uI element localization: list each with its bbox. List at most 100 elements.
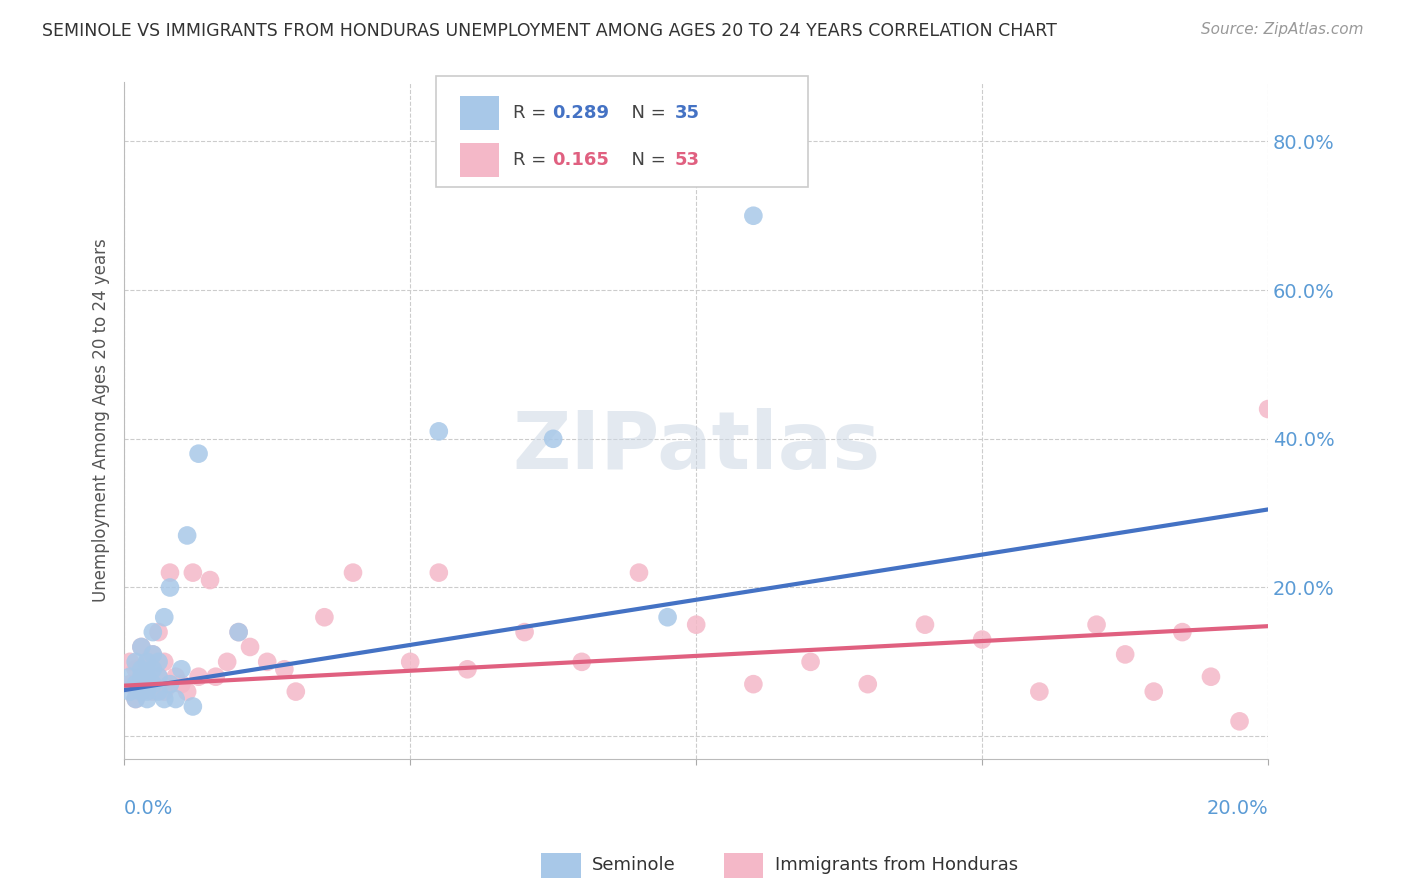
Point bbox=[856, 677, 879, 691]
Point bbox=[159, 677, 181, 691]
Point bbox=[217, 655, 239, 669]
Point bbox=[124, 692, 146, 706]
Point bbox=[136, 692, 159, 706]
Text: 20.0%: 20.0% bbox=[1206, 799, 1268, 818]
Point bbox=[800, 655, 823, 669]
Point bbox=[170, 662, 193, 676]
Point bbox=[165, 692, 187, 706]
Point bbox=[1229, 714, 1251, 729]
Point bbox=[1028, 684, 1050, 698]
Point bbox=[1199, 670, 1222, 684]
Point bbox=[124, 662, 146, 676]
Text: ZIPatlas: ZIPatlas bbox=[512, 409, 880, 486]
Point bbox=[118, 677, 141, 691]
Point bbox=[148, 670, 170, 684]
Point bbox=[1114, 648, 1136, 662]
Point bbox=[153, 655, 176, 669]
Point bbox=[142, 662, 165, 676]
Point bbox=[204, 670, 226, 684]
Point bbox=[148, 625, 170, 640]
Y-axis label: Unemployment Among Ages 20 to 24 years: Unemployment Among Ages 20 to 24 years bbox=[93, 238, 110, 602]
Point bbox=[142, 684, 165, 698]
Point bbox=[118, 684, 141, 698]
Point bbox=[456, 662, 478, 676]
Point bbox=[118, 655, 141, 669]
Point bbox=[142, 662, 165, 676]
Point bbox=[256, 655, 278, 669]
Text: 0.165: 0.165 bbox=[553, 152, 609, 169]
Point bbox=[153, 684, 176, 698]
Point bbox=[914, 617, 936, 632]
Text: 0.0%: 0.0% bbox=[124, 799, 173, 818]
Text: N =: N = bbox=[620, 152, 672, 169]
Point bbox=[124, 655, 146, 669]
Point bbox=[187, 670, 209, 684]
Point bbox=[427, 566, 450, 580]
Point bbox=[142, 677, 165, 691]
Point bbox=[124, 692, 146, 706]
Point bbox=[273, 662, 295, 676]
Point bbox=[1257, 402, 1279, 417]
Point bbox=[742, 677, 765, 691]
Point bbox=[399, 655, 422, 669]
Point bbox=[153, 692, 176, 706]
Point bbox=[1085, 617, 1108, 632]
Point bbox=[136, 670, 159, 684]
Text: R =: R = bbox=[513, 104, 553, 122]
Point bbox=[131, 640, 153, 654]
Point bbox=[159, 677, 181, 691]
Point bbox=[1171, 625, 1194, 640]
Point bbox=[571, 655, 593, 669]
Text: SEMINOLE VS IMMIGRANTS FROM HONDURAS UNEMPLOYMENT AMONG AGES 20 TO 24 YEARS CORR: SEMINOLE VS IMMIGRANTS FROM HONDURAS UNE… bbox=[42, 22, 1057, 40]
Point bbox=[131, 677, 153, 691]
Point bbox=[1143, 684, 1166, 698]
Point bbox=[284, 684, 307, 698]
Point bbox=[131, 670, 153, 684]
Point bbox=[131, 684, 153, 698]
Point bbox=[136, 655, 159, 669]
Text: 35: 35 bbox=[675, 104, 700, 122]
Point bbox=[131, 670, 153, 684]
Point bbox=[198, 573, 221, 587]
Text: 53: 53 bbox=[675, 152, 700, 169]
Point bbox=[153, 610, 176, 624]
Point bbox=[148, 655, 170, 669]
Point bbox=[513, 625, 536, 640]
Point bbox=[131, 684, 153, 698]
Point bbox=[742, 209, 765, 223]
Point bbox=[136, 655, 159, 669]
Point bbox=[148, 684, 170, 698]
Point bbox=[627, 566, 650, 580]
Point bbox=[239, 640, 262, 654]
Point bbox=[685, 617, 707, 632]
Point bbox=[181, 566, 204, 580]
Point bbox=[342, 566, 364, 580]
Point bbox=[131, 640, 153, 654]
Text: Source: ZipAtlas.com: Source: ZipAtlas.com bbox=[1201, 22, 1364, 37]
Point bbox=[142, 648, 165, 662]
Point bbox=[176, 528, 198, 542]
Point bbox=[176, 684, 198, 698]
Point bbox=[142, 625, 165, 640]
Point bbox=[181, 699, 204, 714]
Point bbox=[118, 670, 141, 684]
Point bbox=[136, 677, 159, 691]
Point bbox=[541, 432, 564, 446]
Text: N =: N = bbox=[620, 104, 672, 122]
Point bbox=[170, 677, 193, 691]
Point bbox=[131, 662, 153, 676]
Point bbox=[136, 684, 159, 698]
Text: Immigrants from Honduras: Immigrants from Honduras bbox=[775, 856, 1018, 874]
Point bbox=[124, 677, 146, 691]
Point bbox=[228, 625, 250, 640]
Point bbox=[187, 447, 209, 461]
Point bbox=[148, 670, 170, 684]
Point bbox=[165, 670, 187, 684]
Point bbox=[159, 566, 181, 580]
Point bbox=[228, 625, 250, 640]
Point bbox=[972, 632, 994, 647]
Text: Seminole: Seminole bbox=[592, 856, 676, 874]
Text: 0.289: 0.289 bbox=[553, 104, 610, 122]
Text: R =: R = bbox=[513, 152, 553, 169]
Point bbox=[314, 610, 336, 624]
